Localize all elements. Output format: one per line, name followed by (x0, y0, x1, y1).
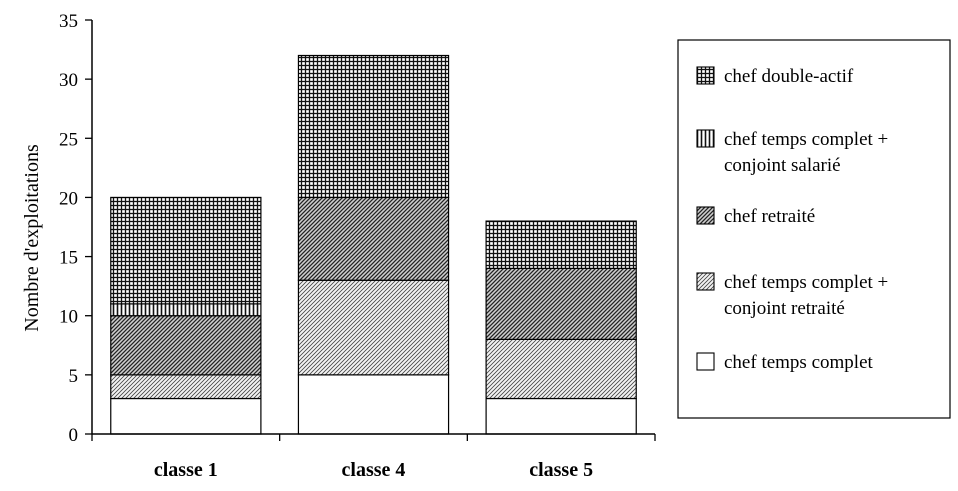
bars-group (111, 55, 636, 434)
bar-segment (111, 304, 261, 316)
y-tick-label: 0 (69, 425, 79, 446)
bar-segment (111, 316, 261, 375)
legend-swatch (697, 353, 714, 370)
legend: chef double-actif chef temps complet + con… (678, 40, 950, 418)
y-axis-ticks: 0 5 10 15 20 25 30 35 (59, 11, 92, 446)
legend-label: conjoint retraité (724, 298, 845, 319)
y-tick-label: 15 (59, 248, 78, 269)
bar-segment (298, 375, 448, 434)
x-category-label: classe 5 (529, 459, 593, 481)
bar-segment (298, 280, 448, 375)
bar-segment (486, 268, 636, 339)
legend-swatch (697, 130, 714, 147)
x-axis-labels: classe 1 classe 4 classe 5 (154, 459, 593, 481)
bar-segment (486, 221, 636, 268)
y-tick-label: 5 (69, 366, 79, 387)
legend-swatch (697, 207, 714, 224)
legend-swatch (697, 67, 714, 84)
x-category-label: classe 1 (154, 459, 218, 481)
legend-label: chef temps complet + (724, 272, 888, 293)
legend-label: chef temps complet + (724, 129, 888, 150)
bar-segment (298, 55, 448, 197)
y-tick-label: 35 (59, 11, 78, 32)
legend-swatch (697, 273, 714, 290)
legend-label: conjoint salarié (724, 155, 841, 176)
legend-label: chef temps complet (724, 352, 874, 373)
bar-segment (111, 197, 261, 303)
bar-segment (486, 339, 636, 398)
legend-label: chef retraité (724, 206, 815, 227)
y-tick-label: 30 (59, 70, 78, 91)
y-tick-label: 25 (59, 129, 78, 150)
y-tick-label: 10 (59, 307, 78, 328)
y-tick-label: 20 (59, 188, 78, 209)
y-axis-title: Nombre d'exploitations (21, 144, 43, 332)
bar-segment (111, 375, 261, 399)
bar-segment (486, 399, 636, 434)
bar-segment (298, 197, 448, 280)
bar-segment (111, 399, 261, 434)
legend-label: chef double-actif (724, 66, 854, 87)
x-category-label: classe 4 (342, 459, 406, 481)
